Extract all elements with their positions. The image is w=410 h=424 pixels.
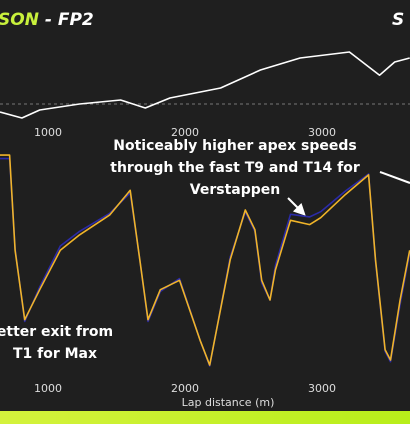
title-part: - FP2: [39, 10, 94, 30]
annotation-line: T1 for Max: [13, 346, 97, 362]
title-part: SON: [0, 10, 39, 30]
annotation-line: through the fast T9 and T14 for: [110, 160, 360, 176]
footer-strip: [0, 411, 410, 424]
x-tick-label: 1000: [34, 382, 62, 395]
x-tick-label: 2000: [171, 382, 199, 395]
x-tick-label: 1000: [34, 126, 62, 139]
annotation: etter exit from T1 for Max: [0, 324, 113, 362]
x-tick-label: 3000: [308, 382, 336, 395]
x-axis-label: Lap distance (m): [182, 396, 275, 409]
line-series: [0, 51, 410, 119]
annotation-line: Verstappen: [190, 182, 280, 198]
chart-title: SON - FP2: [0, 10, 94, 30]
x-tick-label: 2000: [171, 126, 199, 139]
annotation-line: Noticeably higher apex speeds: [113, 138, 356, 154]
arrow: [287, 197, 306, 216]
x-tick-label: 3000: [308, 126, 336, 139]
line-series: [0, 154, 410, 366]
arrow: [379, 171, 410, 184]
chart-title-right: S: [392, 10, 404, 30]
annotation: Noticeably higher apex speeds through the…: [110, 138, 360, 198]
annotation-line: etter exit from: [0, 324, 113, 340]
